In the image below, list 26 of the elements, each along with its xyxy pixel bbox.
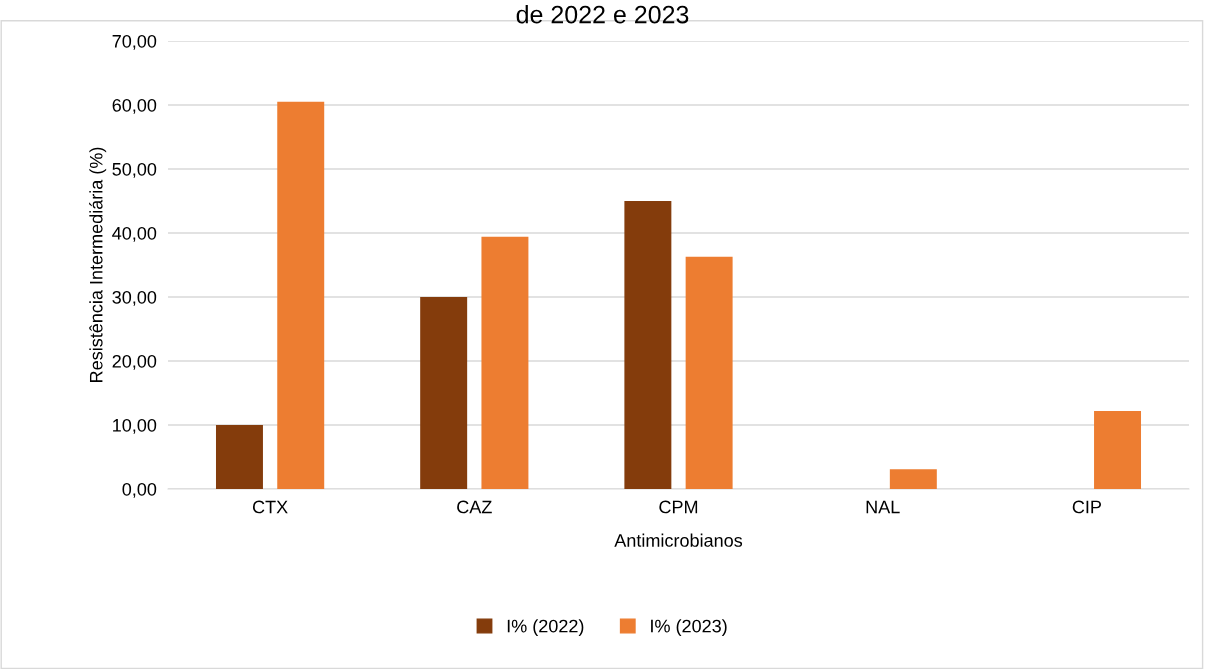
x-tick-label: CPM <box>659 500 698 514</box>
y-tick-label: 0,00 <box>122 482 157 498</box>
bar <box>215 425 263 489</box>
bar <box>481 236 529 489</box>
x-tick-label: CTX <box>252 500 288 514</box>
y-tick-label: 70,00 <box>112 34 157 50</box>
x-tick-label: CAZ <box>457 500 492 514</box>
legend-label: I% (2023) <box>651 619 727 637</box>
y-tick-label: 60,00 <box>112 98 157 114</box>
y-tick-label: 40,00 <box>112 226 157 242</box>
x-axis-title: Antimicrobianos <box>614 533 743 547</box>
y-tick-label: 30,00 <box>112 290 157 306</box>
x-tick-label: CIP <box>1072 500 1101 514</box>
y-tick-label: 10,00 <box>113 418 157 434</box>
y-tick-label: 50,00 <box>112 162 157 178</box>
bar <box>624 201 672 489</box>
bar <box>420 297 468 489</box>
chart-title: de 2022 e 2023 <box>516 5 689 24</box>
bar <box>889 469 937 489</box>
x-tick-label: NAL <box>866 500 900 514</box>
bar <box>685 256 733 489</box>
legend-label: I% (2022) <box>507 619 584 637</box>
y-tick-label: 20,00 <box>112 354 157 370</box>
y-axis-title: Resistência Intermediária (%) <box>89 147 107 382</box>
bar <box>277 101 325 489</box>
bar <box>1094 410 1142 489</box>
